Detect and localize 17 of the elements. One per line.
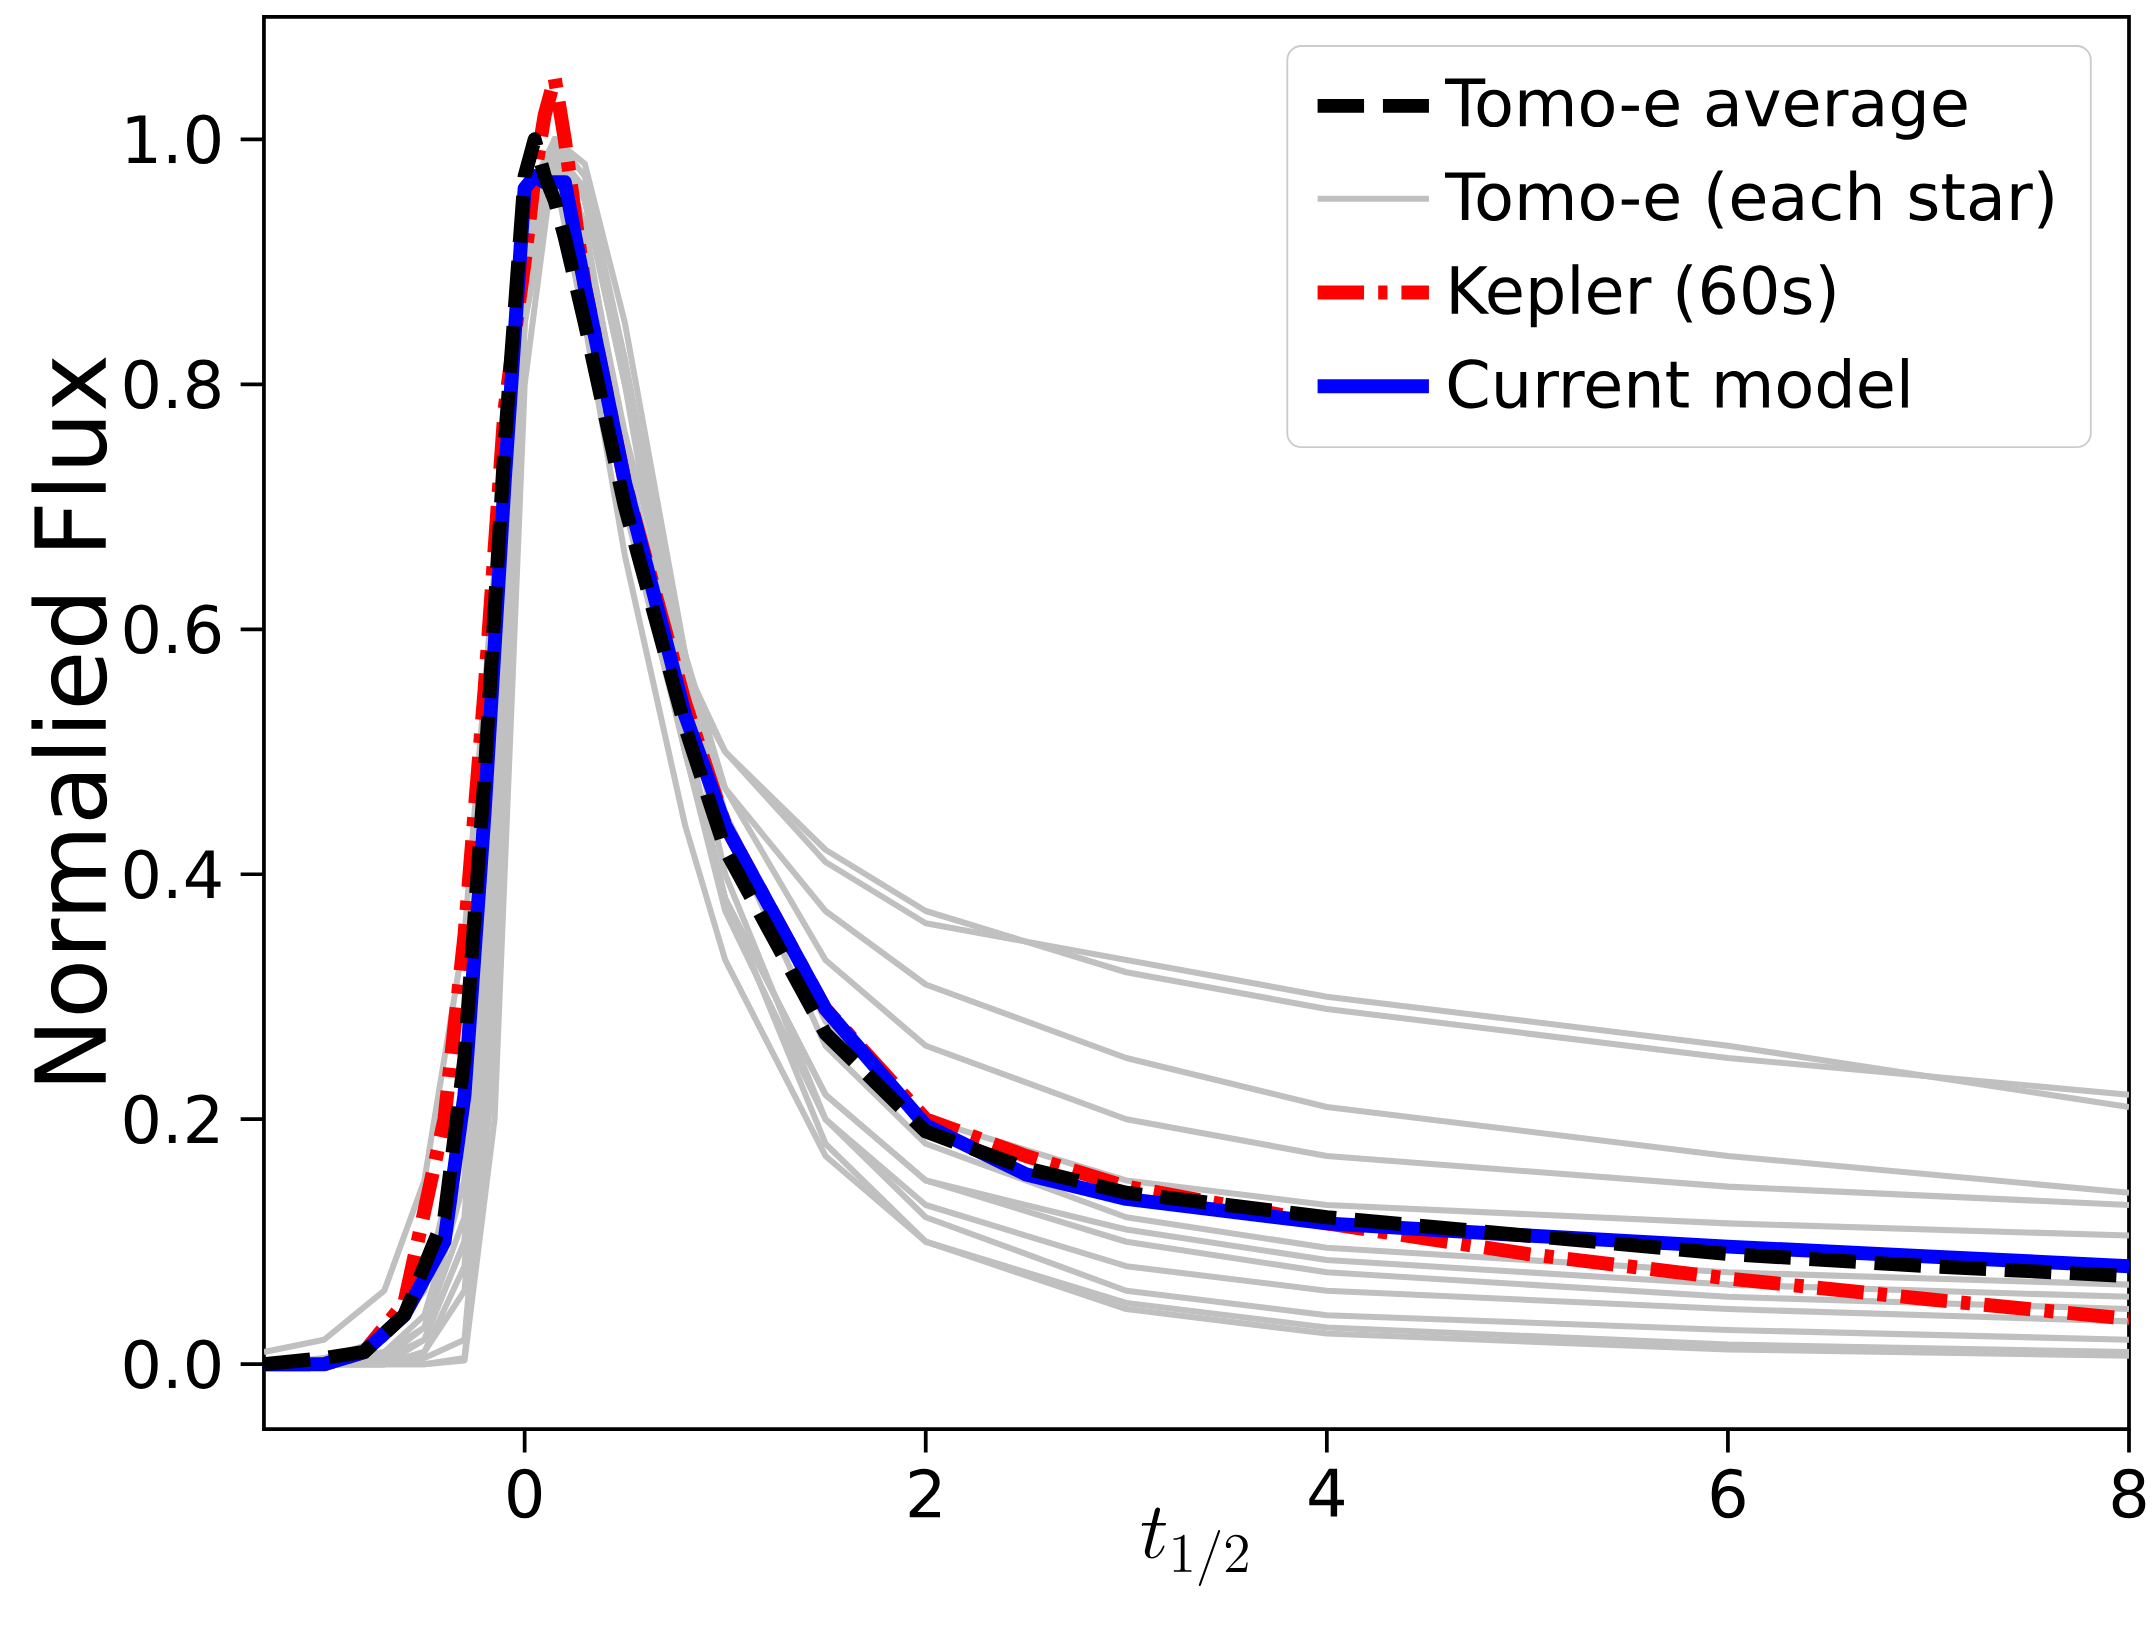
x-axis-title: $t_{1/2}$ [1141, 1507, 1248, 1586]
x-tick-label: 8 [2112, 1468, 2146, 1519]
legend-label: Current model [1448, 357, 1908, 409]
y-axis-title: Normalied Flux [31, 357, 108, 1083]
legend-label: Tomo-e (each star) [1445, 170, 2053, 229]
x-tick-label: 6 [1711, 1468, 1745, 1519]
y-tick-label: 0.2 [124, 1094, 218, 1144]
x-tick-label: 2 [909, 1468, 940, 1518]
y-tick-label: 0.6 [124, 604, 221, 654]
legend-label: Kepler (60s) [1451, 264, 1835, 328]
legend-label: Tomo-e average [1445, 78, 1967, 140]
y-tick-label: 0.8 [124, 359, 220, 409]
y-tick-label: 1.0 [127, 114, 220, 164]
x-tick-label: 4 [1309, 1468, 1344, 1517]
y-tick-label: 0.4 [124, 849, 221, 899]
x-tick-label: 0 [508, 1468, 542, 1519]
y-tick-label: 0.0 [124, 1339, 220, 1389]
